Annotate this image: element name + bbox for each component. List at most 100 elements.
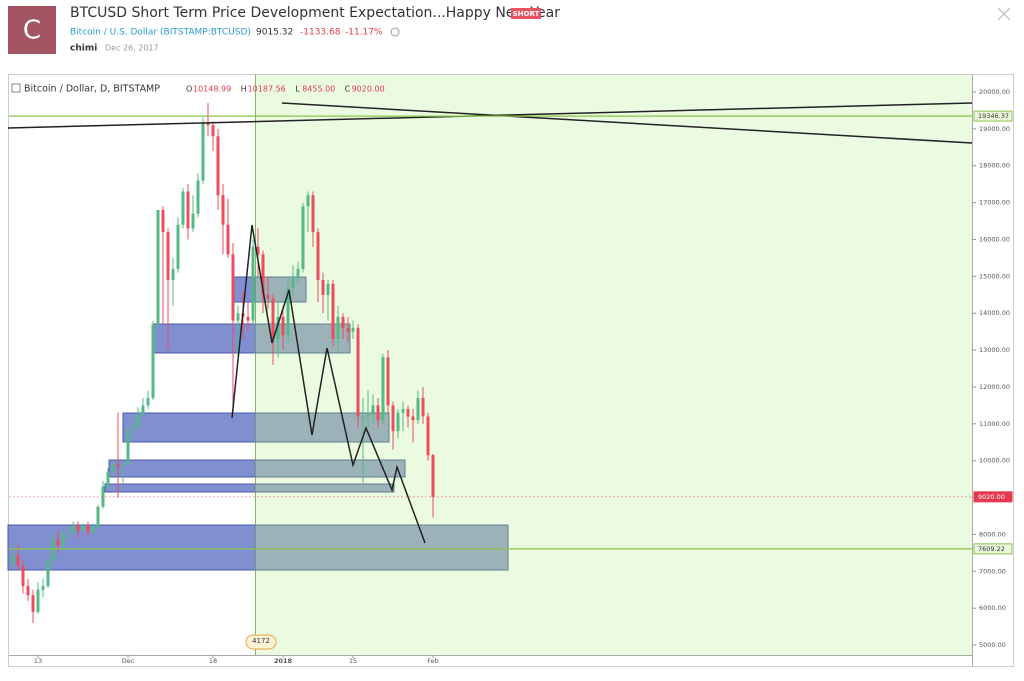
- candle-body: [296, 268, 300, 277]
- candle-body: [61, 534, 65, 546]
- candle-body: [431, 455, 435, 497]
- avatar-letter: C: [23, 16, 41, 46]
- candle-body: [226, 224, 230, 255]
- candle-body: [361, 416, 365, 418]
- candle-body: [46, 560, 50, 587]
- candle-body: [306, 195, 310, 207]
- candle-body: [201, 123, 205, 181]
- candle-body: [321, 280, 325, 295]
- candle-body: [426, 416, 430, 456]
- candle-body: [261, 254, 265, 295]
- y-tick-label: 14000.00: [979, 309, 1010, 317]
- candle-body: [211, 125, 215, 137]
- y-tick-label: 13000.00: [979, 346, 1010, 354]
- legend-value: 10187.56: [248, 85, 286, 94]
- y-tick-label: 10000.00: [979, 457, 1010, 465]
- legend-value: 9020.00: [352, 85, 385, 94]
- candle-body: [26, 586, 30, 596]
- x-tick-label: Feb: [427, 657, 439, 665]
- price: 9015.32: [256, 28, 293, 38]
- candle-body: [386, 357, 390, 406]
- annotation-badge[interactable]: [245, 634, 277, 650]
- candle-body: [41, 586, 45, 590]
- x-tick-label: 13: [34, 657, 42, 665]
- zone-box: [7, 524, 256, 571]
- price-tag-label: 19346.37: [978, 112, 1009, 120]
- candle-body: [96, 506, 100, 528]
- candle-body: [36, 589, 40, 612]
- legend-value: 8455.00: [302, 85, 335, 94]
- legend-key: O: [186, 85, 192, 94]
- projection-path: [231, 224, 426, 544]
- candle-body: [356, 327, 360, 417]
- price-tag-label: 7609.22: [978, 545, 1005, 553]
- price-tag-label: 9020.00: [978, 493, 1005, 501]
- y-tick-label: 18000.00: [979, 162, 1010, 170]
- candle-body: [116, 464, 120, 467]
- y-tick-label: 20000.00: [979, 88, 1010, 96]
- legend-value: 10148.99: [193, 85, 231, 94]
- close-button[interactable]: [997, 7, 1011, 21]
- price-tag: [973, 110, 1013, 122]
- symbol[interactable]: Bitcoin / U.S. Dollar (BITSTAMP:BTCUSD): [70, 28, 251, 38]
- badge-bg: [511, 8, 541, 19]
- zone-box: [104, 483, 256, 493]
- candle-body: [236, 313, 240, 321]
- x-tick-label: 15: [349, 657, 357, 665]
- candle-body: [181, 191, 185, 225]
- candle-body: [131, 427, 135, 430]
- candle-body: [416, 398, 420, 421]
- candle-body: [251, 246, 255, 321]
- candle-body: [276, 316, 280, 340]
- candle-body: [91, 527, 95, 533]
- zone-box: [122, 412, 256, 443]
- legend-key: C: [345, 85, 351, 94]
- candle-body: [366, 412, 370, 417]
- candle-body: [401, 409, 405, 413]
- candle-body: [111, 464, 115, 472]
- zone-box: [254, 412, 390, 443]
- y-tick-label: 8000.00: [979, 530, 1006, 538]
- candle-body: [31, 595, 35, 612]
- candle-body: [81, 525, 85, 531]
- candle-body: [141, 405, 145, 415]
- candle-body: [421, 398, 425, 417]
- candle-body: [271, 298, 275, 340]
- collapse-icon[interactable]: [11, 83, 21, 93]
- y-tick-label: 12000.00: [979, 383, 1010, 391]
- candle-body: [136, 414, 140, 428]
- avatar[interactable]: [8, 6, 56, 54]
- candle-body: [286, 287, 290, 336]
- candle-body: [156, 209, 160, 325]
- candle-body: [346, 327, 350, 332]
- candle-body: [301, 206, 305, 269]
- x-tick-label: Dec: [122, 657, 135, 665]
- author[interactable]: chimi: [70, 44, 97, 54]
- candle-body: [381, 357, 385, 421]
- candle-body: [51, 539, 55, 561]
- candle-body: [151, 324, 155, 399]
- x-tick-label: 2018: [274, 657, 293, 665]
- y-tick-label: 15000.00: [979, 272, 1010, 280]
- candle-body: [316, 232, 320, 281]
- candle-body: [126, 429, 130, 465]
- candle-body: [121, 464, 125, 467]
- clock-icon: [390, 27, 400, 37]
- candle-body: [166, 232, 170, 281]
- candle-body: [291, 276, 295, 288]
- y-tick-label: 19000.00: [979, 125, 1010, 133]
- candle-body: [206, 123, 210, 126]
- candle-body: [56, 539, 60, 546]
- series-name: Bitcoin / Dollar, D, BITSTAMP: [24, 84, 160, 95]
- candle-body: [76, 525, 80, 531]
- candle-body: [246, 316, 250, 321]
- candle-body: [221, 195, 225, 225]
- change-pct: -11.17%: [345, 28, 383, 38]
- candle-body: [16, 554, 20, 566]
- candle-body: [86, 525, 90, 533]
- y-tick-label: 5000.00: [979, 641, 1006, 649]
- y-tick-label: 16000.00: [979, 235, 1010, 243]
- candle-body: [396, 412, 400, 432]
- price-tag: [973, 543, 1013, 555]
